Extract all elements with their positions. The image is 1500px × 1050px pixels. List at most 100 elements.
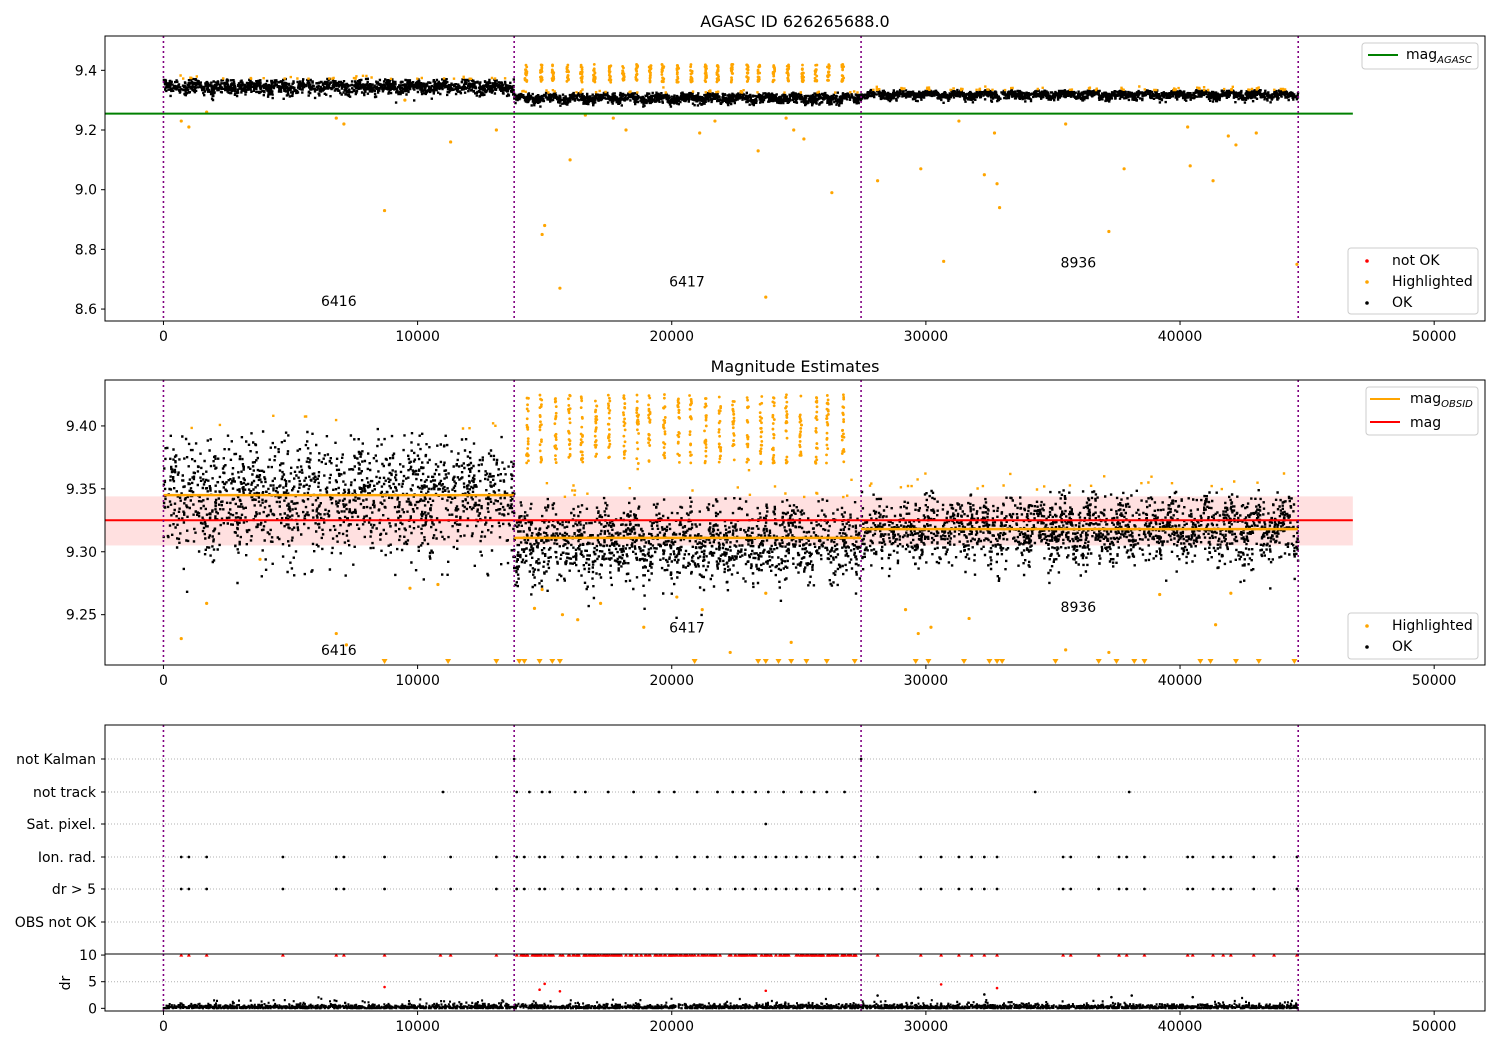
- p2-stripe-point: [581, 435, 584, 438]
- dr-clipped-marker: [623, 954, 628, 957]
- flag-event-point: [995, 855, 999, 859]
- p2-stripe-point: [525, 407, 529, 411]
- legend-ok-2: OK: [1392, 639, 1413, 655]
- p2-stripe-point: [606, 393, 610, 397]
- p4-ytick-label: 10: [79, 948, 97, 964]
- p1-stripe-point: [660, 63, 664, 67]
- p2-ytick-label: 9.35: [66, 482, 97, 498]
- p1-stripe-point: [800, 75, 804, 78]
- p1-stripe-point: [523, 77, 527, 81]
- p1-highlighted-point: [449, 140, 453, 144]
- flag-event-point: [733, 855, 737, 859]
- p2-highlighted-point: [344, 643, 349, 647]
- dr-clipped-marker: [759, 954, 764, 957]
- dr-clipped-marker: [571, 954, 576, 957]
- flag-event-point: [576, 887, 580, 891]
- p2-stripe-point: [623, 417, 626, 421]
- p1-stripe-point: [704, 69, 708, 73]
- legend-mag: mag: [1410, 415, 1441, 431]
- flag-event-point: [764, 855, 768, 859]
- p2-highlighted-point: [764, 591, 768, 595]
- p1-highlighted-point: [540, 232, 544, 237]
- p1-stripe-point: [661, 69, 664, 72]
- flag-event-point: [543, 887, 547, 891]
- panel1-axes: 0 10000 20000 30000 40000 50000 8.6 8.8 9.0 9.2 9.…: [75, 63, 1457, 345]
- flag-event-point: [939, 855, 943, 859]
- p2-stripe-point: [760, 395, 764, 398]
- p2-clipped-marker: [762, 659, 769, 664]
- dr-clipped-marker: [808, 954, 813, 957]
- p2-stripe-point: [635, 400, 639, 403]
- dr-point: [983, 993, 986, 996]
- p2-stripe-point: [538, 449, 542, 453]
- p1-highlighted-point: [543, 223, 547, 228]
- flag-event-point: [179, 887, 183, 891]
- flag-event-point: [1191, 887, 1195, 891]
- p1-highlighted-point: [995, 182, 999, 186]
- p2-clipped-marker: [1052, 659, 1059, 664]
- p2-stripe-point: [579, 406, 583, 410]
- p1-xtick-label: 20000: [649, 329, 694, 345]
- flag-event-point: [919, 887, 923, 891]
- p2-highlighted-point: [675, 595, 679, 599]
- p2-clipped-marker: [775, 659, 782, 664]
- dr-clipped-marker: [341, 954, 346, 957]
- p2-stripe-point: [607, 411, 611, 415]
- p2-xtick-label: 40000: [1158, 673, 1203, 689]
- p2-stripe-point: [581, 416, 584, 420]
- flag-event-point: [695, 790, 699, 794]
- p1-highlighted-point: [792, 128, 796, 132]
- p4-xtick-label: 10000: [395, 1019, 440, 1035]
- p2-stripe-point: [607, 428, 611, 431]
- p2-stripe-point: [662, 426, 666, 430]
- p4-xtick-label: 40000: [1158, 1019, 1203, 1035]
- flag-event-point: [1295, 887, 1299, 891]
- p2-highlighted-point: [540, 587, 544, 592]
- p2-stripe-point: [718, 409, 722, 413]
- p2-stripe-point: [703, 459, 707, 463]
- dr-clipped-marker: [531, 954, 536, 957]
- p2-xtick-label: 30000: [904, 673, 949, 689]
- p2-stripe-point: [568, 442, 572, 446]
- p1-stripe-point: [841, 62, 845, 66]
- flag-event-point: [1097, 887, 1101, 891]
- p1-stripe-point: [592, 68, 596, 72]
- p2-stripe-point: [526, 440, 530, 443]
- dr-clipped-marker: [186, 954, 191, 957]
- flag-event-point: [1069, 855, 1073, 859]
- flag-event-point: [632, 790, 636, 794]
- flag-event-point: [1229, 887, 1233, 891]
- p2-stripe-point: [676, 441, 680, 445]
- p1-highlighted-point: [1107, 229, 1111, 234]
- flag-event-point: [441, 790, 445, 794]
- p2-stripe-point: [594, 445, 598, 449]
- p1-stripe-point: [756, 68, 760, 72]
- p2-stripe-point: [608, 396, 611, 400]
- p1-stripe-point: [660, 73, 664, 76]
- p2-stripe-point: [647, 394, 651, 398]
- p2-stripe-point: [731, 407, 735, 411]
- dr-clipped-marker: [969, 954, 974, 957]
- p2-stripe-point: [607, 436, 610, 440]
- flag-event-point: [342, 887, 346, 891]
- flag-event-point: [538, 855, 541, 859]
- p2-stripe-point: [758, 449, 762, 453]
- flag-event-point: [281, 855, 285, 859]
- p2-stripe-point: [635, 393, 639, 397]
- p1-stripe-point: [730, 71, 734, 75]
- p2-stripe-point: [663, 416, 667, 419]
- dr-point: [1191, 995, 1195, 999]
- p1-stripe-point: [524, 68, 527, 72]
- p2-stripe-point: [842, 460, 846, 464]
- dr-clipped-marker: [852, 954, 857, 957]
- p1-xtick-label: 30000: [904, 329, 949, 345]
- p2-highlighted-point: [1229, 591, 1233, 595]
- p2-stripe-point: [718, 445, 721, 449]
- dr-clipped-marker: [522, 954, 527, 957]
- p1-xtick-label: 50000: [1412, 329, 1457, 345]
- p2-stripe-point: [607, 433, 611, 436]
- p2-stripe-point: [623, 406, 627, 409]
- panel-dr: 0 10000 20000 30000 40000 50000 0 5 10 dr: [58, 948, 1486, 1035]
- p2-stripe-point: [608, 439, 611, 443]
- p2-stripe-point: [825, 394, 829, 397]
